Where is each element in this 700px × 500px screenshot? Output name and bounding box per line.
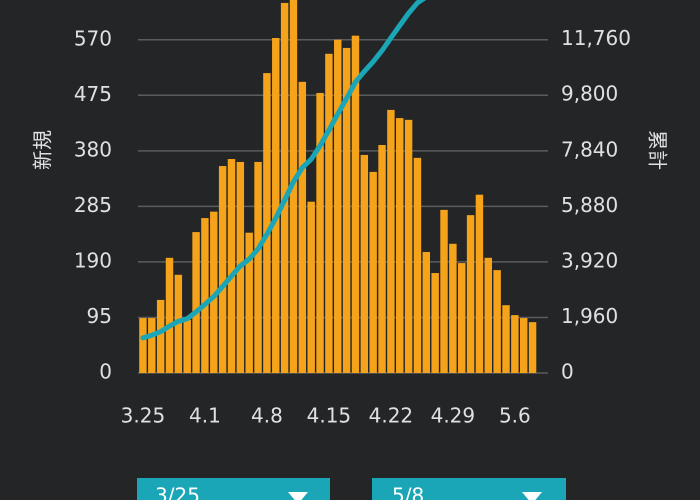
x-tick-label: 4.8 — [251, 404, 283, 428]
bar — [378, 144, 386, 373]
bar — [404, 119, 413, 373]
bar — [493, 270, 501, 373]
bar — [422, 251, 431, 373]
bar — [369, 171, 377, 373]
y-tick-label: 570 — [74, 26, 112, 50]
bar — [192, 232, 200, 373]
bar — [475, 194, 484, 373]
end-date[interactable]: 5/8 — [392, 484, 424, 500]
bar — [148, 318, 156, 373]
bar — [280, 2, 289, 374]
bar — [351, 35, 360, 373]
bar — [396, 118, 404, 374]
bar — [387, 109, 395, 373]
bar — [201, 218, 209, 373]
x-tick-label: 5.6 — [499, 404, 531, 428]
y2-tick-label: 3,920 — [561, 248, 618, 272]
bar — [218, 166, 227, 373]
y2-tick-label: 1,960 — [561, 304, 618, 328]
y-axis-label: 新規 — [31, 130, 55, 170]
y-tick-label: 190 — [74, 248, 112, 272]
bar — [449, 243, 457, 373]
start-dropdown[interactable] — [137, 478, 330, 500]
x-tick-label: 4.29 — [431, 404, 476, 428]
bar — [263, 73, 271, 373]
y-tick-label: 285 — [74, 193, 112, 217]
y-tick-label: 380 — [74, 137, 112, 161]
bar — [227, 159, 236, 373]
bar — [413, 157, 422, 373]
bar — [325, 53, 333, 373]
y2-tick-label: 11,760 — [561, 26, 631, 50]
y-tick-label: 0 — [99, 360, 112, 384]
bar — [307, 201, 315, 373]
bar — [334, 39, 342, 373]
bar — [528, 322, 537, 373]
bar — [183, 319, 191, 373]
y2-axis-label: 累計 — [646, 130, 670, 170]
bar — [458, 263, 466, 373]
y-tick-label: 95 — [87, 304, 112, 328]
bar — [139, 318, 147, 373]
dropdown-arrow — [522, 492, 542, 500]
bar — [254, 161, 262, 373]
x-tick-label: 3.25 — [121, 404, 166, 428]
bar — [272, 38, 280, 374]
dropdown-arrow — [288, 492, 308, 500]
bar — [165, 257, 174, 373]
bar — [245, 232, 253, 373]
bar — [298, 81, 307, 373]
bar — [511, 315, 519, 373]
x-tick-label: 4.1 — [189, 404, 221, 428]
bar — [502, 305, 510, 373]
y2-tick-label: 5,880 — [561, 193, 618, 217]
bar — [210, 211, 218, 373]
bar — [156, 299, 165, 373]
bar — [484, 257, 493, 373]
cumulative-line — [140, 0, 427, 341]
end-dropdown[interactable] — [372, 478, 566, 500]
x-tick-label: 4.15 — [307, 404, 352, 428]
bar — [519, 318, 528, 373]
y2-tick-label: 0 — [561, 360, 574, 384]
bar — [342, 47, 351, 374]
bar — [360, 154, 369, 373]
bar — [440, 209, 448, 373]
start-date[interactable]: 3/25 — [155, 484, 200, 500]
y-tick-label: 475 — [74, 82, 112, 106]
bar — [316, 92, 324, 374]
bar — [431, 273, 439, 373]
bar — [466, 215, 475, 373]
y2-tick-label: 9,800 — [561, 82, 618, 106]
x-tick-label: 4.22 — [369, 404, 414, 428]
y2-tick-label: 7,840 — [561, 137, 618, 161]
